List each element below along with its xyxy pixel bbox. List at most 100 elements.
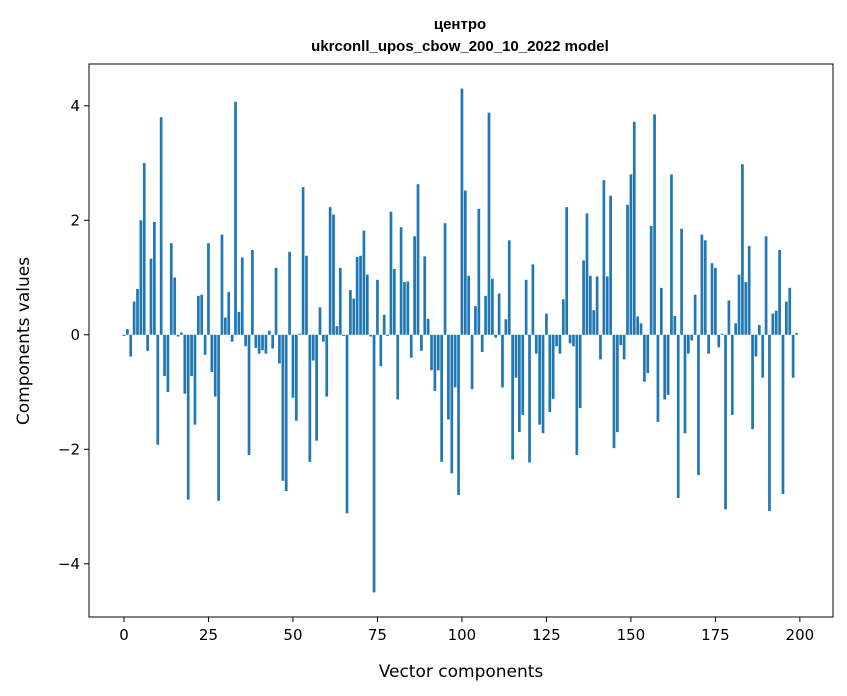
bar-50 — [291, 334, 295, 398]
bar-68 — [352, 298, 356, 335]
bar-27 — [213, 334, 217, 397]
bar-45 — [274, 267, 278, 335]
bar-75 — [376, 279, 379, 335]
bar-85 — [409, 334, 413, 358]
bar-43 — [267, 330, 271, 335]
bar-168 — [690, 334, 694, 341]
bar-94 — [440, 334, 444, 462]
bar-171 — [700, 234, 704, 335]
bar-160 — [663, 334, 667, 400]
x-tick-label: 175 — [701, 626, 730, 644]
x-axis-ticks: 0 25 50 75 100 125 150 175 200 — [119, 617, 814, 644]
bar-191 — [768, 334, 771, 512]
bar-55 — [308, 334, 312, 462]
bar-13 — [166, 334, 170, 393]
x-tick-label: 150 — [617, 626, 646, 644]
bar-57 — [315, 334, 318, 441]
bar-125 — [545, 313, 548, 335]
bar-35 — [240, 257, 244, 335]
bar-153 — [639, 323, 643, 335]
bar-22 — [196, 295, 200, 335]
bar-115 — [511, 334, 514, 460]
chart-title-line1: центро — [434, 16, 486, 33]
bar-163 — [673, 315, 677, 335]
bar-48 — [284, 334, 288, 492]
bar-38 — [251, 250, 254, 335]
bar-5 — [139, 220, 143, 335]
bar-26 — [210, 334, 214, 372]
bar-193 — [774, 310, 778, 335]
bar-32 — [230, 334, 234, 342]
bar-24 — [203, 334, 207, 355]
bar-179 — [727, 300, 731, 335]
bar-40 — [257, 334, 261, 354]
bar-121 — [531, 264, 535, 335]
bar-119 — [524, 279, 528, 335]
y-tick-label: −4 — [58, 555, 80, 573]
bar-59 — [322, 334, 325, 342]
bar-36 — [244, 334, 247, 347]
bar-164 — [676, 334, 680, 498]
bar-72 — [365, 274, 369, 335]
bar-91 — [430, 334, 433, 371]
bar-96 — [447, 334, 450, 420]
bar-145 — [612, 334, 616, 449]
bar-104 — [474, 306, 477, 335]
bar-71 — [362, 230, 366, 335]
bar-67 — [349, 290, 352, 335]
bar-86 — [413, 236, 416, 335]
bar-52 — [298, 333, 302, 335]
bar-28 — [217, 334, 220, 501]
bar-23 — [200, 294, 204, 335]
bar-87 — [416, 184, 420, 335]
y-tick-label: 0 — [70, 326, 80, 344]
x-axis-label: Vector components — [379, 662, 544, 682]
bar-60 — [325, 334, 329, 397]
bar-81 — [396, 334, 400, 400]
x-tick-label: 200 — [786, 626, 815, 644]
bar-176 — [717, 334, 721, 348]
bar-162 — [670, 174, 673, 335]
bar-16 — [176, 334, 180, 337]
chart-title-line2: ukrconll_upos_cbow_200_10_2022 model — [311, 38, 609, 55]
bar-183 — [741, 164, 744, 335]
bar-39 — [254, 334, 258, 348]
bar-198 — [791, 334, 795, 378]
bar-187 — [754, 334, 758, 357]
bar-89 — [423, 256, 427, 335]
bar-170 — [697, 334, 700, 476]
bar-188 — [757, 325, 761, 335]
bar-79 — [389, 211, 393, 335]
bar-118 — [521, 334, 525, 415]
bar-166 — [683, 334, 687, 434]
bar-151 — [632, 121, 636, 335]
bar-49 — [288, 251, 291, 335]
bar-167 — [687, 334, 690, 354]
bar-194 — [778, 250, 781, 335]
bar-181 — [734, 323, 738, 335]
x-tick-label: 100 — [448, 626, 477, 644]
bar-42 — [264, 334, 268, 354]
bar-101 — [463, 190, 467, 335]
bar-33 — [234, 101, 237, 335]
bar-90 — [426, 318, 430, 335]
bar-62 — [332, 214, 335, 335]
bar-53 — [301, 187, 305, 335]
bar-11 — [159, 117, 163, 335]
bar-31 — [227, 291, 231, 335]
bar-109 — [490, 278, 494, 335]
y-axis-label: Components values — [14, 257, 34, 425]
bar-169 — [693, 294, 697, 335]
bar-189 — [761, 334, 765, 378]
bar-128 — [555, 334, 558, 347]
y-axis-ticks: −4 −2 0 2 4 — [58, 97, 89, 573]
bar-197 — [788, 287, 792, 335]
bar-161 — [666, 334, 670, 395]
bar-136 — [582, 260, 585, 335]
bar-185 — [747, 246, 751, 335]
bar-108 — [487, 112, 491, 335]
bar-30 — [224, 317, 227, 335]
bar-98 — [453, 334, 457, 388]
bar-106 — [480, 334, 484, 352]
